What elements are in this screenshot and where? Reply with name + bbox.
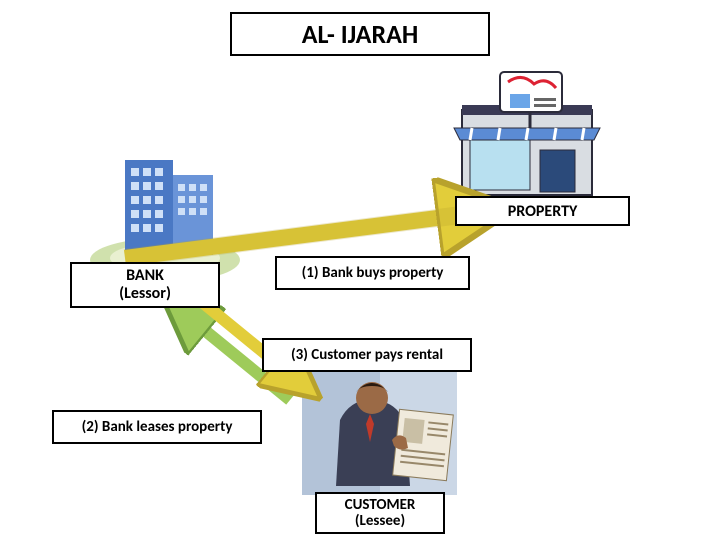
customer-label-line1: CUSTOMER <box>345 497 416 514</box>
diagram-title-text: AL- IJARAH <box>302 18 418 50</box>
step1-label-text: (1) Bank buys property <box>302 264 444 282</box>
diagram-title: AL- IJARAH <box>230 12 490 56</box>
bank-label: BANK (Lessor) <box>70 262 220 308</box>
step2-label-text: (2) Bank leases property <box>82 418 233 436</box>
step2-label: (2) Bank leases property <box>52 410 262 444</box>
step3-label-text: (3) Customer pays rental <box>291 346 443 364</box>
bank-label-line2: (Lessor) <box>119 285 171 303</box>
step1-label: (1) Bank buys property <box>275 256 470 290</box>
bank-label-line1: BANK <box>126 267 164 285</box>
step3-label: (3) Customer pays rental <box>262 338 472 372</box>
customer-label-line2: (Lessee) <box>355 513 405 530</box>
customer-label: CUSTOMER (Lessee) <box>315 492 445 534</box>
property-label-text: PROPERTY <box>508 202 578 221</box>
property-label: PROPERTY <box>455 196 630 226</box>
